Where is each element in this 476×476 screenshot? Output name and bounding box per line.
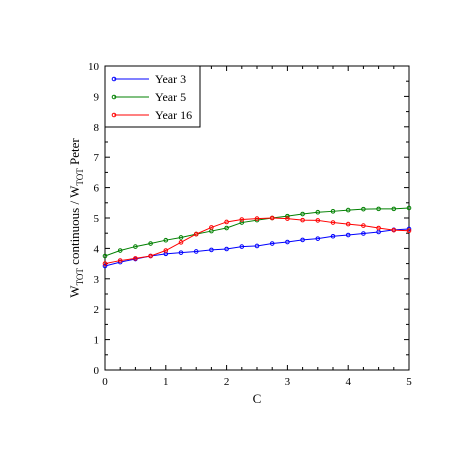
data-point xyxy=(315,209,321,215)
series-lines xyxy=(102,205,412,269)
data-point xyxy=(163,237,169,243)
data-point xyxy=(345,207,351,213)
data-point xyxy=(269,215,275,221)
x-tick-label: 1 xyxy=(163,376,169,388)
data-point xyxy=(239,220,245,225)
y-label-part: W xyxy=(67,285,82,298)
data-point xyxy=(117,248,123,253)
y-tick-label: 7 xyxy=(94,152,100,164)
data-point xyxy=(148,241,153,246)
y-tick-label: 0 xyxy=(94,365,100,377)
x-tick-label: 4 xyxy=(345,376,351,388)
y-label-subscript: TOT xyxy=(75,168,85,186)
data-point xyxy=(148,253,153,259)
data-point xyxy=(285,216,290,221)
legend-label: Year 5 xyxy=(155,90,186,104)
data-point xyxy=(330,233,336,239)
data-point xyxy=(361,231,366,236)
data-point xyxy=(300,237,305,243)
data-point xyxy=(133,256,138,261)
data-point xyxy=(330,220,336,225)
x-tick-label: 2 xyxy=(224,376,230,388)
y-tick-label: 6 xyxy=(94,183,100,195)
y-label-part: continuous / W xyxy=(67,185,82,268)
data-point xyxy=(345,221,351,227)
data-point xyxy=(345,232,351,238)
data-point xyxy=(117,258,123,263)
data-point xyxy=(254,216,260,221)
y-tick-label: 3 xyxy=(94,274,100,286)
data-point xyxy=(300,217,305,223)
x-tick-label: 0 xyxy=(102,376,108,388)
data-point xyxy=(224,225,229,231)
data-point xyxy=(254,243,260,249)
data-point xyxy=(285,213,290,219)
data-point xyxy=(178,240,184,245)
data-point xyxy=(376,206,381,212)
y-label-part: Peter xyxy=(67,138,82,169)
legend: Year 3 Year 5 Year 16 xyxy=(104,65,201,128)
data-point xyxy=(163,248,169,253)
data-point xyxy=(239,244,245,249)
data-point xyxy=(361,206,366,212)
x-tick-label: 3 xyxy=(285,376,291,388)
data-point xyxy=(178,235,184,240)
data-point xyxy=(133,244,138,249)
y-tick-label: 4 xyxy=(94,243,100,255)
data-point xyxy=(391,206,397,212)
y-label-subscript: TOT xyxy=(75,268,85,286)
x-axis-label: C xyxy=(253,391,262,406)
data-point xyxy=(224,246,229,252)
y-tick-label: 2 xyxy=(94,304,100,316)
data-point xyxy=(209,225,214,230)
axis-ticks: 0 1 2 3 4 5 0 1 2 3 4 5 6 7 8 9 10 xyxy=(88,61,412,388)
data-point xyxy=(102,253,108,259)
y-tick-label: 10 xyxy=(88,61,100,73)
data-point xyxy=(102,263,108,269)
y-tick-label: 5 xyxy=(94,213,100,225)
data-point xyxy=(330,209,336,214)
data-point xyxy=(193,231,199,237)
data-point xyxy=(300,211,305,217)
x-tick-label: 5 xyxy=(406,376,412,388)
data-point xyxy=(193,249,199,254)
data-point xyxy=(102,261,108,266)
data-point xyxy=(315,218,321,223)
data-point xyxy=(391,227,397,233)
data-point xyxy=(315,236,321,241)
data-point xyxy=(178,250,184,255)
y-tick-label: 1 xyxy=(94,335,100,347)
y-axis-label: WTOT continuous / WTOT Peter xyxy=(67,138,85,298)
legend-label: Year 16 xyxy=(155,108,192,122)
data-point xyxy=(285,239,290,245)
y-tick-label: 9 xyxy=(94,91,100,103)
series-line-1 xyxy=(104,228,410,267)
data-point xyxy=(406,228,412,234)
data-point xyxy=(224,219,229,225)
series-line-3 xyxy=(104,217,410,265)
data-point xyxy=(239,217,245,222)
legend-label: Year 3 xyxy=(155,72,186,86)
data-point xyxy=(209,247,214,253)
data-point xyxy=(406,205,412,211)
data-point xyxy=(376,225,381,231)
y-tick-label: 8 xyxy=(94,122,100,134)
data-point xyxy=(269,241,275,246)
data-point xyxy=(361,223,366,228)
